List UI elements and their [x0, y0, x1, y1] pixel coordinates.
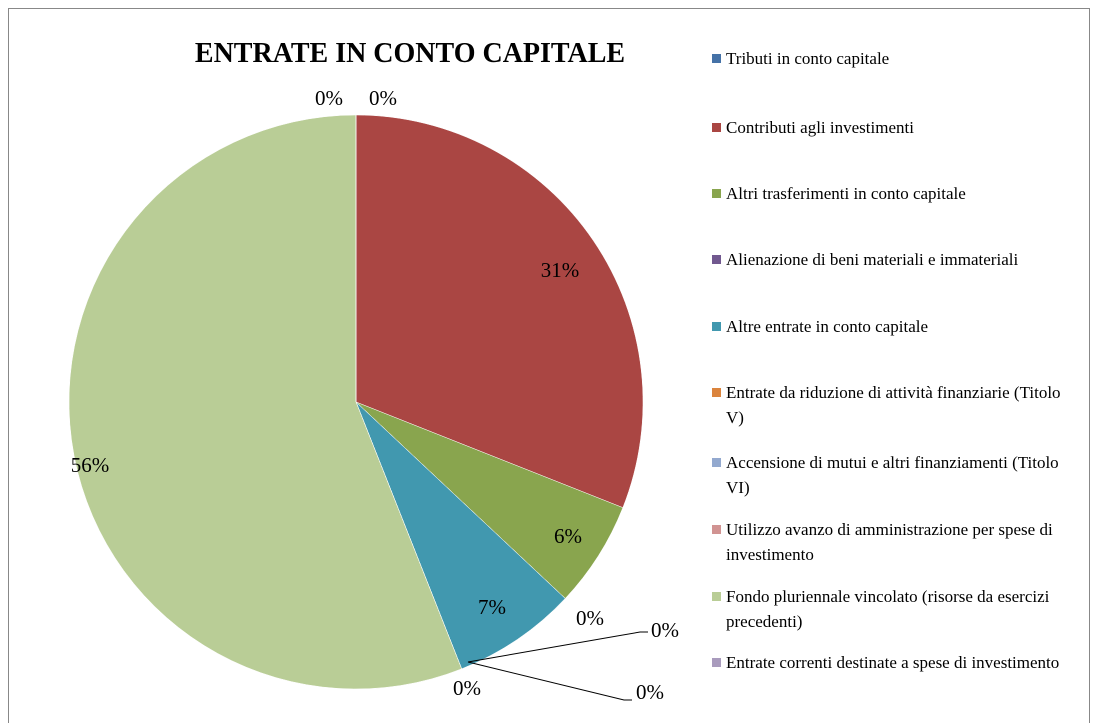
legend-label: Utilizzo avanzo di amministrazione per s… — [726, 520, 1053, 564]
pie-slice — [68, 114, 462, 690]
data-label: 56% — [71, 453, 110, 477]
data-label: 0% — [369, 86, 397, 110]
data-label: 31% — [541, 258, 580, 282]
data-label: 0% — [453, 676, 481, 700]
legend-swatch — [712, 658, 721, 667]
data-label: 0% — [651, 618, 679, 642]
legend-swatch — [712, 189, 721, 198]
legend-label: Contributi agli investimenti — [726, 118, 914, 137]
legend-item: Contributi agli investimenti — [712, 115, 1081, 140]
legend-item: Altre entrate in conto capitale — [712, 314, 1081, 339]
legend-label: Entrate correnti destinate a spese di in… — [726, 653, 1060, 672]
legend-swatch — [712, 592, 721, 601]
data-label: 6% — [554, 524, 582, 548]
legend-swatch — [712, 322, 721, 331]
pie-slice — [355, 114, 644, 508]
data-label: 0% — [576, 606, 604, 630]
data-label: 7% — [478, 595, 506, 619]
legend-item: Altri trasferimenti in conto capitale — [712, 181, 1081, 206]
pie-slice — [355, 401, 566, 670]
legend-swatch — [712, 388, 721, 397]
legend-item: Tributi in conto capitale — [712, 46, 1081, 71]
legend-item: Entrate da riduzione di attività finanzi… — [712, 380, 1081, 430]
legend-item: Fondo pluriennale vincolato (risorse da … — [712, 584, 1081, 634]
legend-swatch — [712, 525, 721, 534]
legend-item: Utilizzo avanzo di amministrazione per s… — [712, 517, 1081, 567]
legend-label: Tributi in conto capitale — [726, 49, 890, 68]
legend-label: Altre entrate in conto capitale — [726, 317, 929, 336]
legend-label: Fondo pluriennale vincolato (risorse da … — [726, 587, 1050, 631]
legend-label: Altri trasferimenti in conto capitale — [726, 184, 966, 203]
data-label: 0% — [636, 680, 664, 704]
legend-swatch — [712, 255, 721, 264]
chart-title: ENTRATE IN CONTO CAPITALE — [194, 38, 626, 69]
legend-item: Alienazione di beni materiali e immateri… — [712, 247, 1081, 272]
legend-swatch — [712, 458, 721, 467]
legend-label: Alienazione di beni materiali e immateri… — [726, 250, 1019, 269]
legend-swatch — [712, 123, 721, 132]
chart-frame — [8, 8, 1090, 723]
leader-line — [467, 631, 648, 663]
legend-item: Entrate correnti destinate a spese di in… — [712, 650, 1081, 675]
data-label: 0% — [315, 86, 343, 110]
legend-item: Accensione di mutui e altri finanziament… — [712, 450, 1081, 500]
legend-label: Accensione di mutui e altri finanziament… — [726, 453, 1059, 497]
legend-label: Entrate da riduzione di attività finanzi… — [726, 383, 1061, 427]
leader-line — [467, 661, 632, 701]
legend-swatch — [712, 54, 721, 63]
